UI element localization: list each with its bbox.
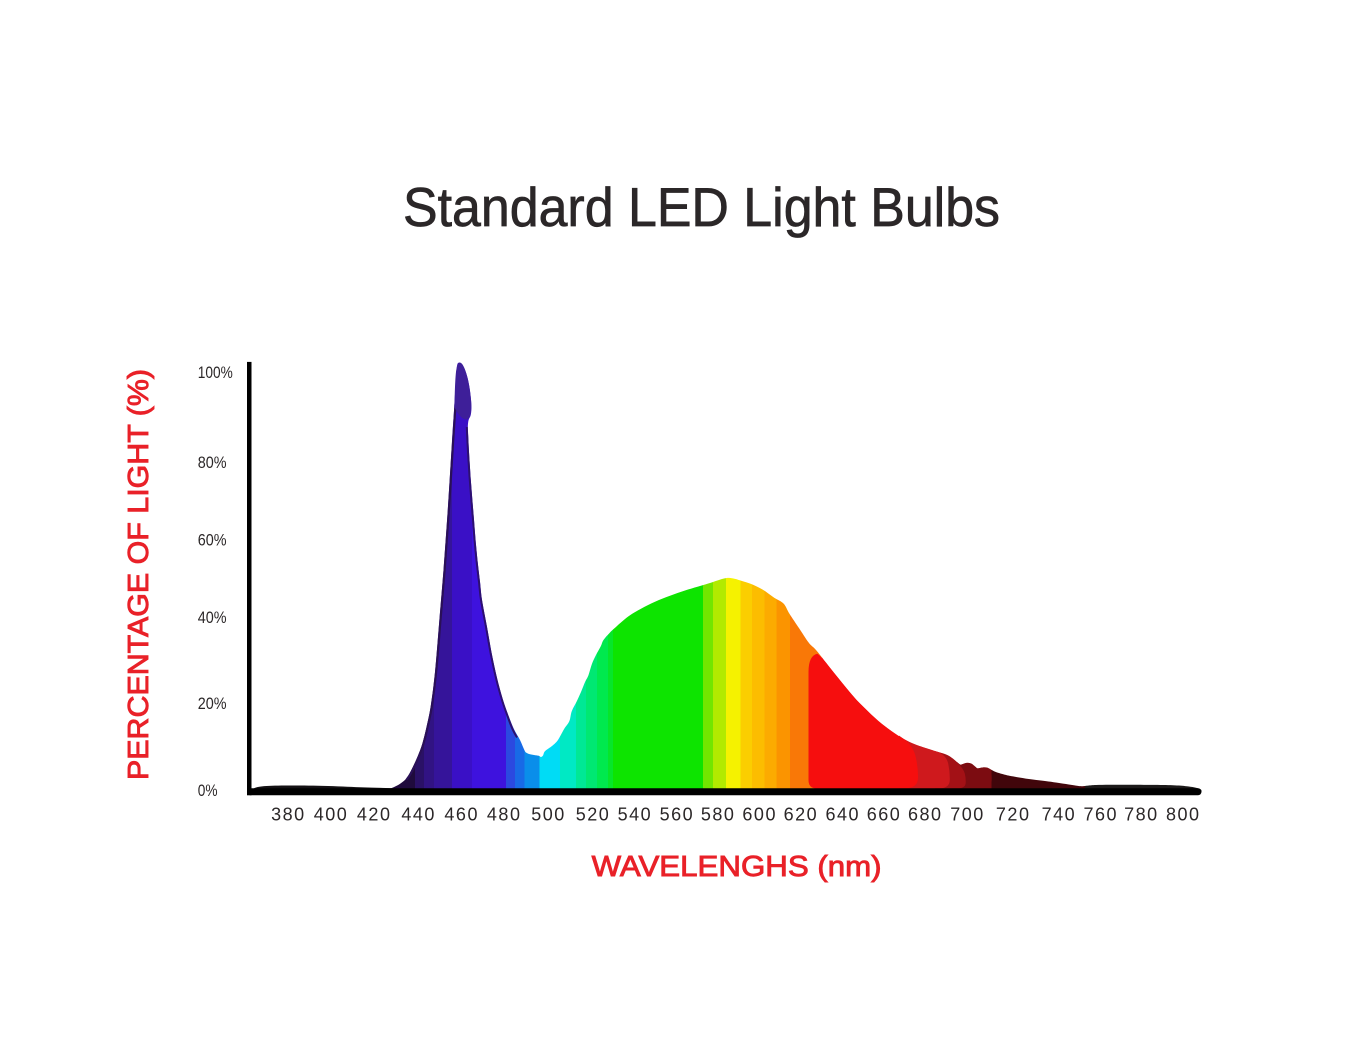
svg-text:640: 640: [826, 805, 861, 825]
svg-text:580: 580: [701, 805, 736, 825]
svg-text:740: 740: [1042, 805, 1077, 825]
svg-text:PERCENTAGE OF LIGHT (%): PERCENTAGE OF LIGHT (%): [123, 369, 155, 780]
svg-text:80%: 80%: [198, 453, 227, 472]
svg-text:760: 760: [1084, 805, 1119, 825]
svg-text:500: 500: [531, 805, 566, 825]
svg-text:380: 380: [271, 805, 306, 825]
svg-text:400: 400: [314, 805, 349, 825]
svg-text:100%: 100%: [198, 363, 233, 382]
svg-text:Standard LED Light Bulbs: Standard LED Light Bulbs: [403, 176, 1000, 238]
svg-text:560: 560: [660, 805, 695, 825]
svg-text:460: 460: [444, 805, 479, 825]
svg-text:620: 620: [784, 805, 819, 825]
svg-text:420: 420: [357, 805, 392, 825]
svg-text:60%: 60%: [198, 530, 227, 549]
svg-text:600: 600: [742, 805, 777, 825]
svg-text:520: 520: [576, 805, 611, 825]
svg-text:800: 800: [1166, 805, 1201, 825]
svg-text:540: 540: [618, 805, 653, 825]
svg-text:20%: 20%: [198, 694, 227, 713]
svg-text:700: 700: [950, 805, 985, 825]
svg-text:0%: 0%: [198, 781, 218, 800]
svg-text:40%: 40%: [198, 608, 227, 627]
svg-text:480: 480: [487, 805, 522, 825]
svg-text:720: 720: [996, 805, 1031, 825]
svg-text:440: 440: [401, 805, 436, 825]
svg-text:660: 660: [867, 805, 902, 825]
svg-text:WAVELENGHS (nm): WAVELENGHS (nm): [592, 851, 882, 883]
svg-text:780: 780: [1124, 805, 1159, 825]
svg-text:680: 680: [908, 805, 943, 825]
